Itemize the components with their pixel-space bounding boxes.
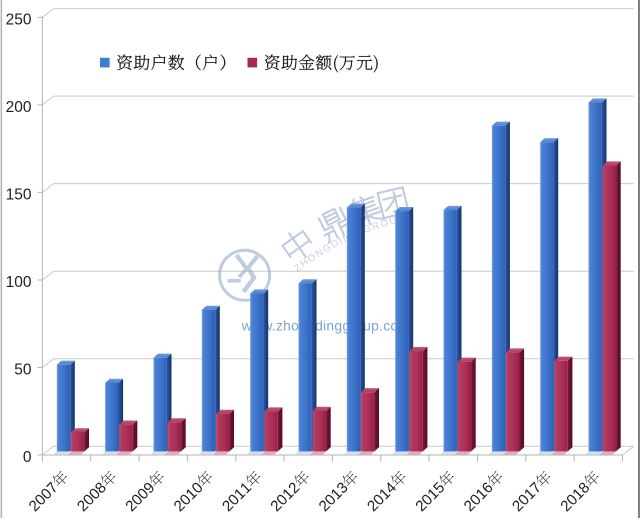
svg-text:200: 200 xyxy=(6,99,32,116)
svg-text:250: 250 xyxy=(6,11,32,28)
svg-text:150: 150 xyxy=(6,186,32,203)
svg-text:100: 100 xyxy=(6,274,32,291)
svg-text:0: 0 xyxy=(23,449,32,466)
svg-text:50: 50 xyxy=(14,362,32,379)
svg-text:www.zhongdinggroup.com: www.zhongdinggroup.com xyxy=(241,317,410,333)
